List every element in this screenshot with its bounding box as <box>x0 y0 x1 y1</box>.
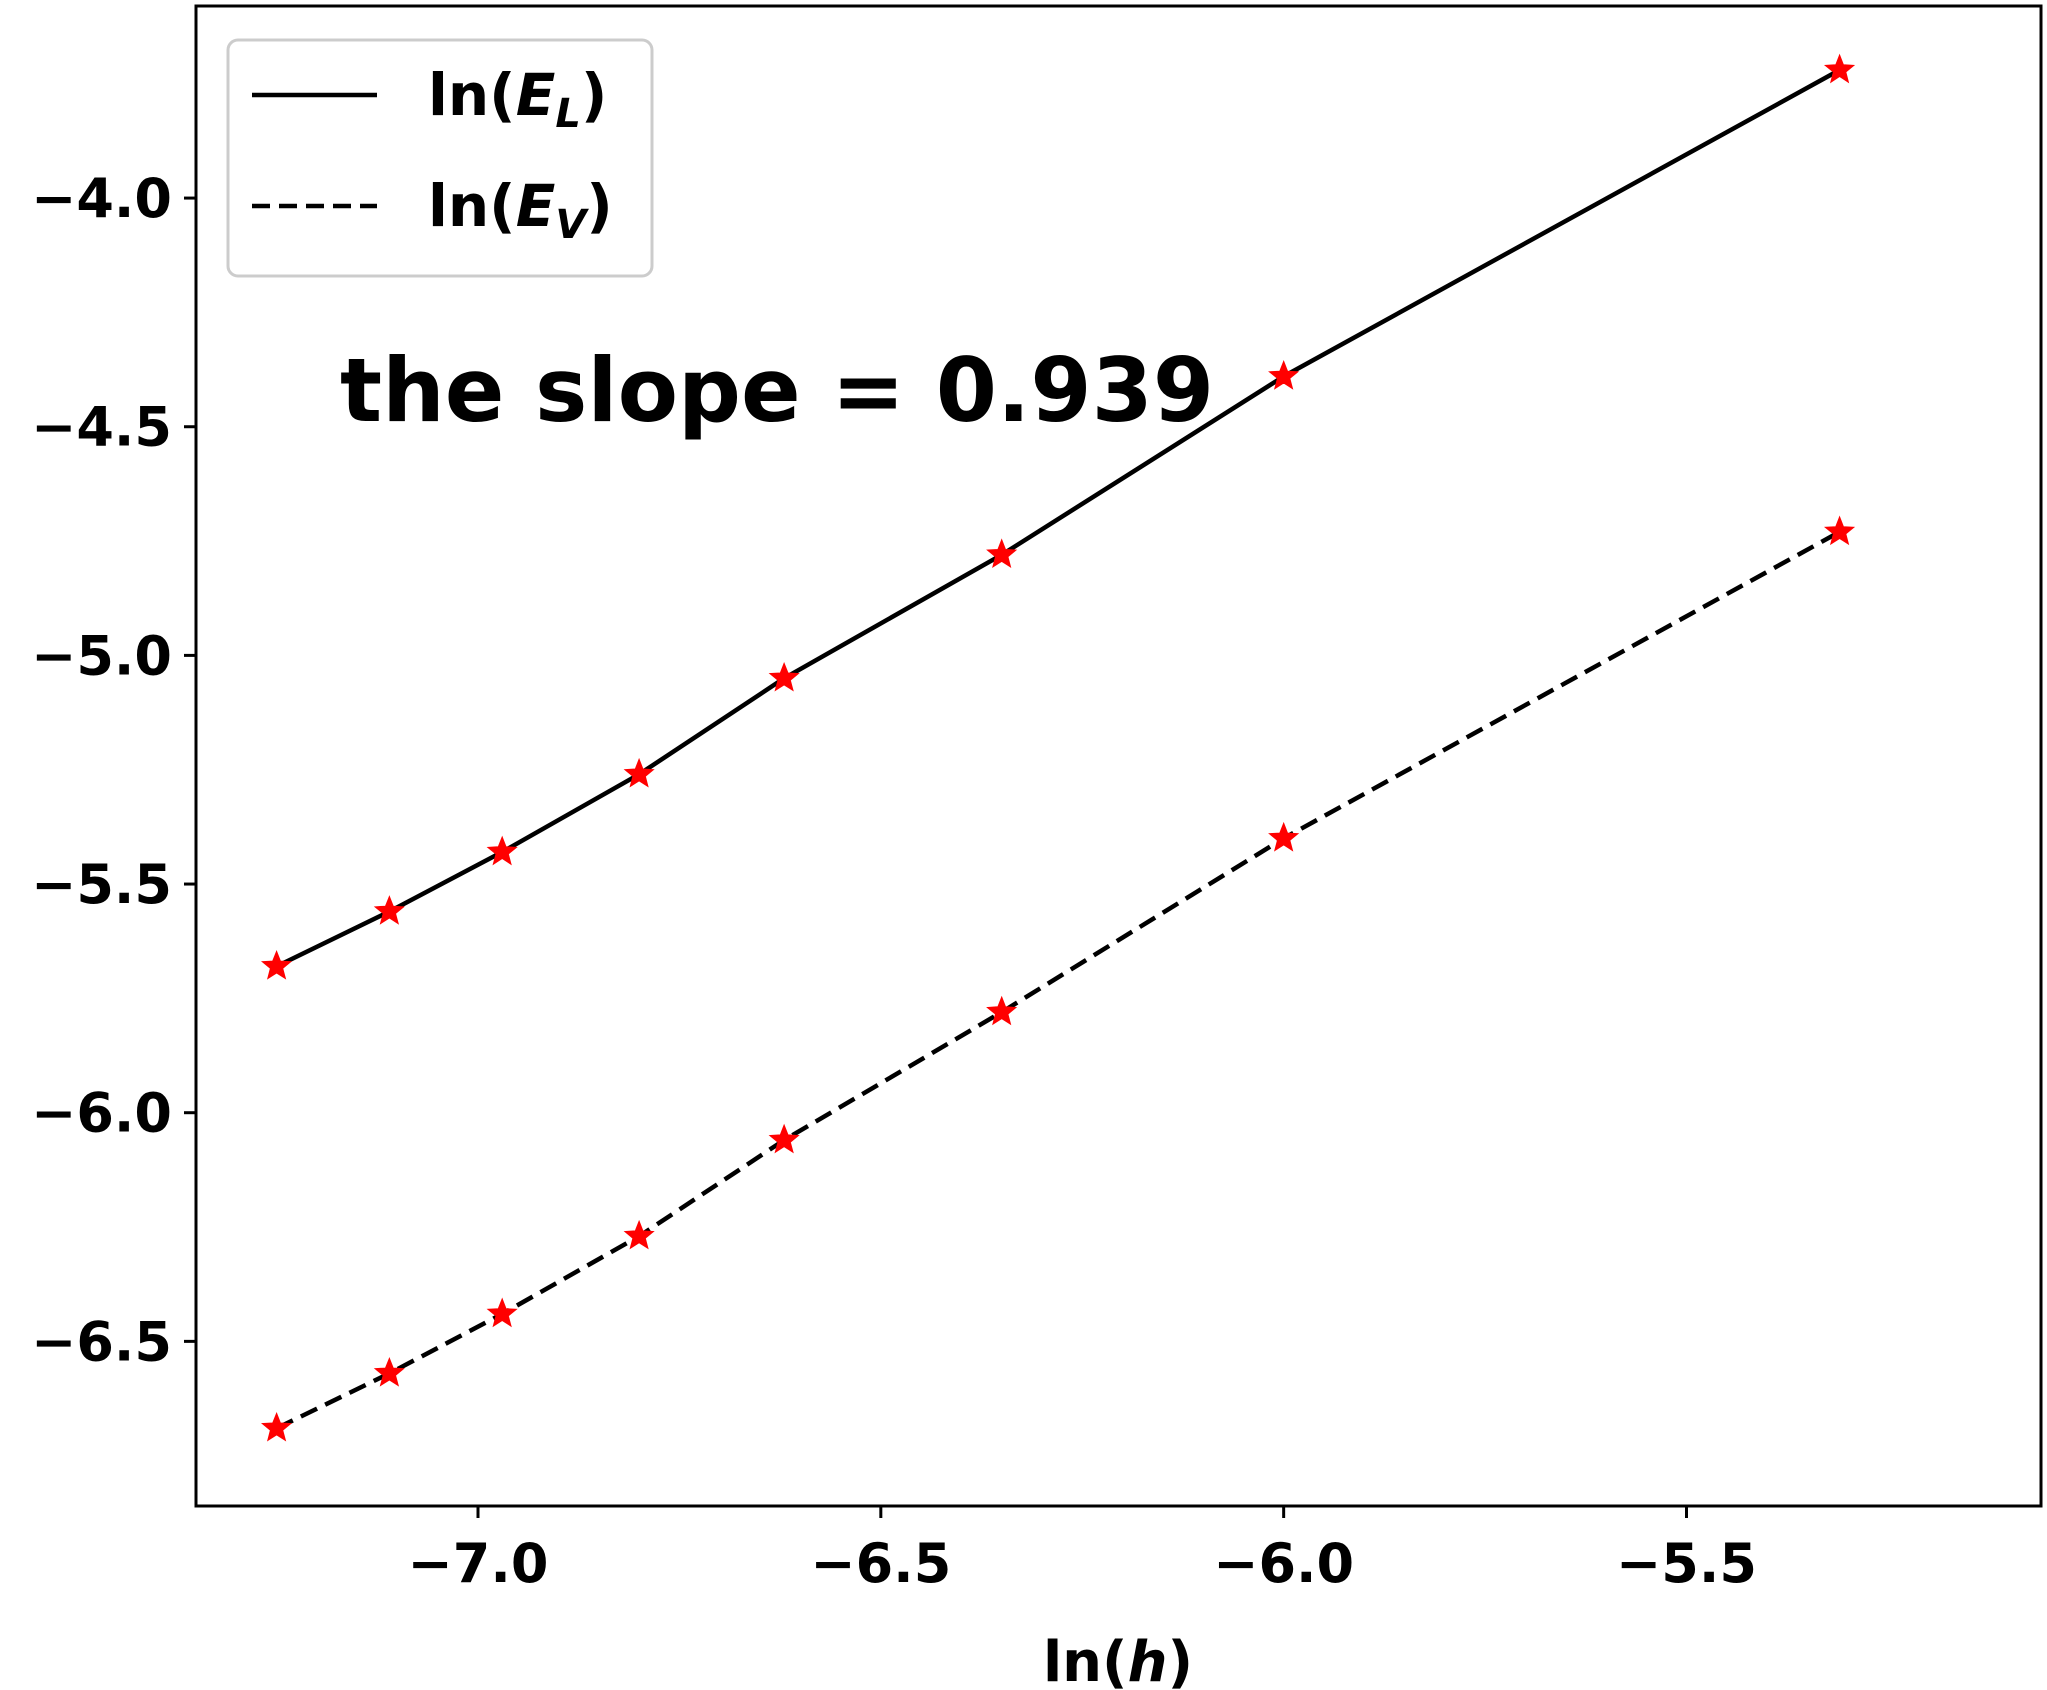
data-point-star <box>373 895 405 925</box>
y-tick-label: −6.0 <box>31 1082 172 1145</box>
legend: ln(EL) ln(EV) <box>226 38 654 278</box>
x-tick-label: −5.5 <box>1616 1532 1757 1595</box>
data-point-star <box>373 1357 405 1387</box>
y-tick-label: −5.5 <box>31 853 172 916</box>
x-tick-label: −7.0 <box>408 1532 549 1595</box>
marks-layer <box>261 53 1856 1442</box>
x-axis-label-prefix: ln( <box>1043 1630 1128 1690</box>
x-axis: −7.0 −6.5 −6.0 −5.5 <box>408 1506 1757 1595</box>
data-point-star <box>486 1297 518 1328</box>
data-point-star <box>486 835 518 866</box>
legend-box <box>226 38 654 278</box>
data-point-star <box>1823 53 1856 84</box>
legend-label-el: ln(EL) <box>428 61 607 137</box>
legend-el-var: E <box>516 61 556 129</box>
legend-el-suffix: ) <box>581 61 608 129</box>
y-axis: −4.0 −4.5 −5.0 −5.5 −6.0 −6.5 <box>31 167 196 1373</box>
legend-label-ev: ln(EV) <box>428 172 613 248</box>
legend-ev-var: E <box>516 172 556 240</box>
data-point-star <box>1823 515 1856 546</box>
y-tick-label: −5.0 <box>31 624 172 687</box>
legend-el-sub: L <box>555 91 581 137</box>
legend-el-prefix: ln( <box>428 61 516 129</box>
data-point-star <box>1268 360 1300 390</box>
legend-ev-prefix: ln( <box>428 172 516 240</box>
data-point-star <box>261 950 293 980</box>
plot-frame <box>194 4 2043 1508</box>
data-point-star <box>1268 821 1300 852</box>
data-point-star <box>261 1411 293 1442</box>
data-point-star <box>986 538 1018 569</box>
slope-annotation: the slope = 0.939 <box>340 339 1214 442</box>
x-axis-label-variable: h <box>1128 1630 1168 1690</box>
y-tick-label: −4.0 <box>31 167 172 230</box>
y-tick-label: −4.5 <box>31 396 172 459</box>
y-tick-label: −6.5 <box>31 1310 172 1373</box>
x-axis-label-suffix: ) <box>1167 1630 1193 1690</box>
series-line-el <box>275 68 1841 969</box>
legend-ev-sub: V <box>555 202 589 248</box>
data-point-star <box>768 1123 800 1154</box>
data-point-star <box>768 661 800 692</box>
series-line-ev <box>275 529 1841 1431</box>
data-point-star <box>986 995 1018 1026</box>
x-axis-label: ln(h) <box>1043 1630 1193 1690</box>
x-tick-label: −6.5 <box>810 1532 951 1595</box>
data-point-star <box>623 1219 655 1250</box>
x-tick-label: −6.0 <box>1213 1532 1354 1595</box>
legend-ev-suffix: ) <box>586 172 613 240</box>
data-point-star <box>623 757 655 788</box>
